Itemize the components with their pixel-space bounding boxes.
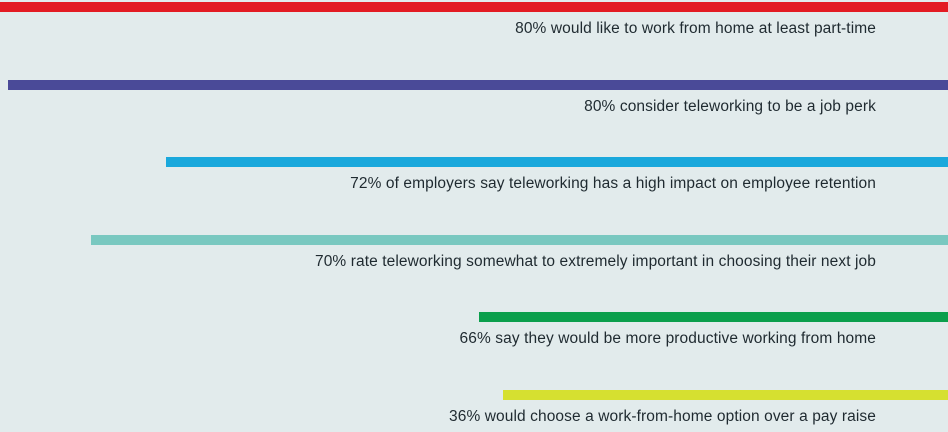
stat-bar	[166, 157, 948, 167]
stat-label: 70% rate teleworking somewhat to extreme…	[314, 252, 876, 270]
stat-label: 72% of employers say teleworking has a h…	[350, 175, 876, 192]
stat-label: 66% say they would be more productive wo…	[459, 330, 876, 347]
stat-bar	[503, 389, 948, 400]
stat-label: 80% consider teleworking to be a job per…	[584, 97, 876, 115]
stat-label: 80% would like to work from home at leas…	[515, 20, 876, 37]
stat-bar	[90, 234, 948, 245]
stat-label: 36% would choose a work-from-home option…	[449, 407, 876, 425]
stat-bar	[8, 79, 948, 90]
stat-bar	[0, 2, 948, 12]
stat-bar	[478, 312, 948, 322]
